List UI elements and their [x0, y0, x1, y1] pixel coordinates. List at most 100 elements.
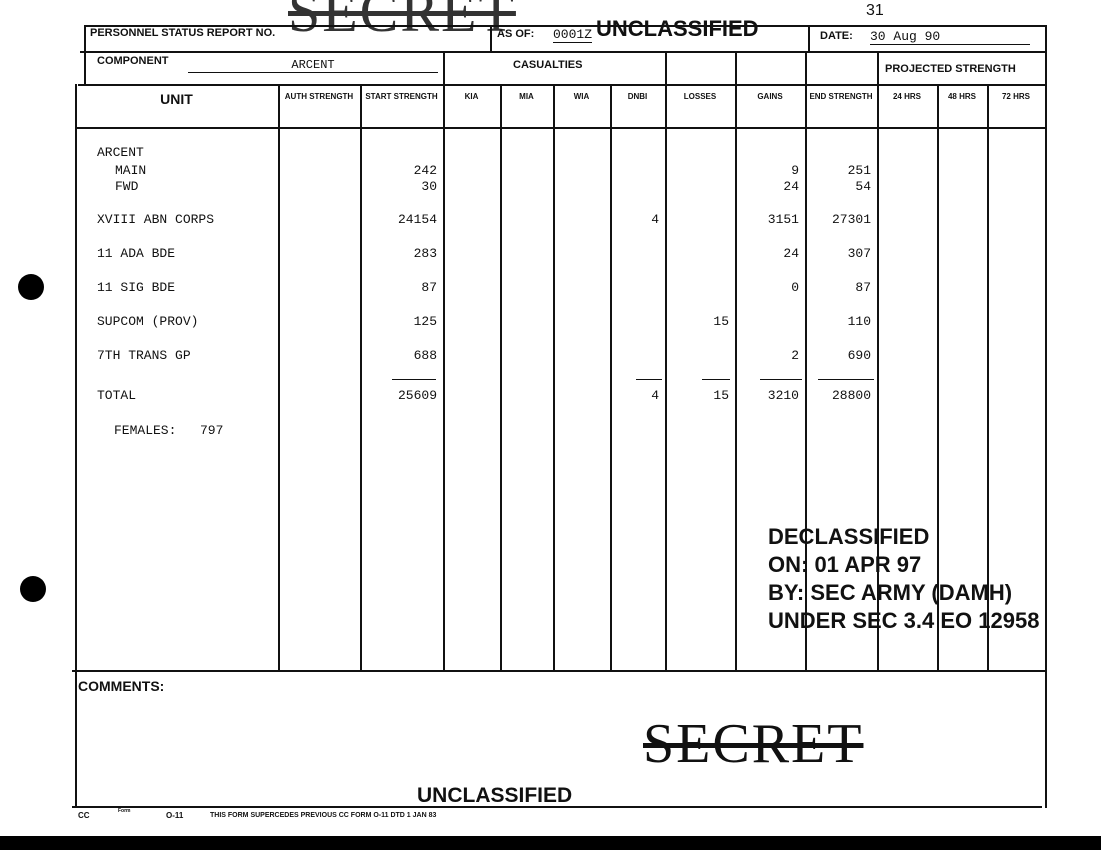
rule — [75, 84, 77, 808]
rule — [80, 51, 1047, 53]
unit-name: MAIN — [115, 163, 147, 178]
cell-value: 110 — [847, 314, 871, 329]
rule — [500, 84, 502, 670]
cell-value: 27301 — [831, 212, 871, 227]
rule — [937, 84, 939, 670]
cell-value: 3210 — [767, 388, 799, 403]
cell-value: 9 — [791, 163, 799, 178]
rule — [702, 379, 730, 380]
cell-value: 251 — [847, 163, 871, 178]
cell-value: 690 — [847, 348, 871, 363]
column-header: KIA — [464, 92, 479, 101]
footer-code: CC — [78, 811, 90, 820]
classification-bottom: UNCLASSIFIED — [417, 784, 573, 807]
cell-value: 4 — [651, 212, 659, 227]
rule — [805, 51, 807, 670]
unit-name: 7TH TRANS GP — [97, 348, 191, 363]
unit-name: TOTAL — [97, 388, 137, 403]
column-header: GAINS — [757, 92, 783, 101]
cell-value: 54 — [855, 179, 871, 194]
unit-name: FWD — [115, 179, 139, 194]
rule — [278, 84, 280, 670]
stamp-top: SECRET — [288, 0, 516, 44]
females-label: FEMALES: — [114, 423, 177, 438]
rule — [72, 806, 1042, 808]
group-header: CASUALTIES — [513, 59, 583, 71]
punch-hole — [18, 274, 44, 300]
declassification: DECLASSIFIED — [768, 524, 930, 549]
scan-edge — [0, 836, 1101, 850]
cell-value: 87 — [421, 280, 437, 295]
rule — [78, 84, 1047, 86]
females: 797 — [200, 423, 224, 438]
rule — [72, 670, 1047, 672]
rule — [553, 84, 555, 670]
component-label: COMPONENT — [97, 55, 169, 67]
cell-value: 242 — [413, 163, 437, 178]
unit-name: 11 SIG BDE — [97, 280, 176, 295]
cell-value: 24154 — [397, 212, 437, 227]
rule — [987, 84, 989, 670]
cell-value: 688 — [413, 348, 437, 363]
rule — [636, 379, 662, 380]
cell-value: 3151 — [767, 212, 799, 227]
stamp-bottom: SECRET — [643, 713, 864, 775]
rule — [735, 51, 737, 670]
cell-value: 0 — [791, 280, 799, 295]
rule — [1045, 25, 1047, 808]
declassification: ON: 01 APR 97 — [768, 552, 922, 577]
declassification: UNDER SEC 3.4 EO 12958 — [768, 608, 1040, 633]
rule — [877, 51, 879, 670]
rule — [760, 379, 802, 380]
unit-name: SUPCOM (PROV) — [97, 314, 199, 329]
as-of-label: AS OF: — [497, 28, 535, 40]
footer-form-number: O-11 — [166, 811, 184, 820]
rule — [84, 25, 86, 85]
rule — [392, 379, 436, 380]
cell-value: 87 — [855, 280, 871, 295]
rule — [443, 51, 445, 670]
column-header: AUTH STRENGTH — [284, 92, 354, 101]
rule — [490, 25, 492, 52]
cell-value: 4 — [651, 388, 659, 403]
footer-form-label: Form — [118, 808, 131, 814]
cell-value: 283 — [413, 246, 437, 261]
cell-value: 15 — [713, 388, 729, 403]
rule — [360, 84, 362, 670]
component: ARCENT — [188, 58, 438, 73]
column-header: DNBI — [627, 92, 648, 101]
rule — [808, 25, 810, 52]
rule — [665, 51, 667, 670]
cell-value: 25609 — [397, 388, 437, 403]
column-header: 72 HRS — [1001, 92, 1030, 101]
cell-value: 24 — [783, 246, 799, 261]
unit-name: XVIII ABN CORPS — [97, 212, 215, 227]
cell-value: 24 — [783, 179, 799, 194]
column-header: UNIT — [160, 91, 193, 107]
rule — [818, 379, 874, 380]
column-header: MIA — [519, 92, 534, 101]
group-header: PROJECTED STRENGTH — [885, 63, 1016, 75]
rule — [76, 127, 1047, 129]
cell-value: 2 — [791, 348, 799, 363]
punch-hole — [20, 576, 46, 602]
column-header: END STRENGTH — [809, 92, 873, 101]
cell-value: 307 — [847, 246, 871, 261]
column-header: WIA — [573, 92, 590, 101]
cell-value: 15 — [713, 314, 729, 329]
declassification: BY: SEC ARMY (DAMH) — [768, 580, 1013, 605]
comments-label: COMMENTS: — [78, 678, 165, 694]
cell-value: 125 — [413, 314, 437, 329]
column-header: 48 HRS — [947, 92, 976, 101]
cell-value: 28800 — [831, 388, 871, 403]
rule — [610, 84, 612, 670]
rule — [85, 25, 1047, 27]
classification-top: UNCLASSIFIED — [596, 16, 759, 41]
column-header: 24 HRS — [892, 92, 921, 101]
footer-note: THIS FORM SUPERCEDES PREVIOUS CC FORM O-… — [210, 812, 437, 819]
column-header: START STRENGTH — [365, 92, 438, 101]
as-of: 0001Z — [553, 27, 593, 43]
unit-name: ARCENT — [97, 145, 144, 160]
date: 30 Aug 90 — [870, 29, 1030, 45]
